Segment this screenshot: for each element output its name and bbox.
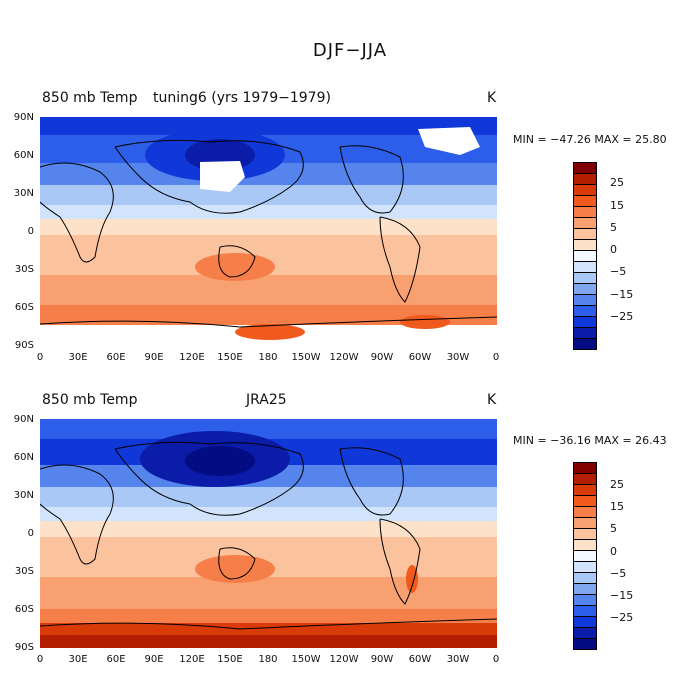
colorbar-label: −5	[610, 265, 627, 278]
lon-label: 0	[492, 654, 500, 665]
colorbar-label: 15	[610, 500, 624, 513]
lat-label: 60N	[13, 150, 34, 161]
min-max-label: MIN = −47.26 MAX = 25.80	[513, 133, 667, 146]
lon-label: 150W	[291, 352, 321, 363]
colorbar	[573, 462, 597, 650]
colorbar-label: 5	[610, 221, 617, 234]
lat-label: 30N	[13, 490, 34, 501]
lat-label: 0	[27, 226, 34, 237]
lon-label: 120E	[179, 654, 205, 665]
lon-label: 30E	[68, 352, 88, 363]
lon-label: 90W	[370, 352, 394, 363]
temperature-map	[40, 117, 497, 346]
colorbar-swatch	[573, 638, 597, 650]
lon-label: 90W	[370, 654, 394, 665]
colorbar-label: −5	[610, 567, 627, 580]
lon-label: 60W	[408, 352, 432, 363]
colorbar-label: −25	[610, 611, 634, 624]
colorbar-label: 5	[610, 522, 617, 535]
lat-label: 90N	[13, 414, 34, 425]
lon-label: 30E	[68, 654, 88, 665]
colorbar-label: −25	[610, 310, 634, 323]
lon-label: 30W	[446, 654, 470, 665]
lon-label: 180	[258, 654, 278, 665]
colorbar-swatch	[573, 338, 597, 350]
lon-label: 90E	[144, 352, 164, 363]
lon-label: 0	[36, 654, 44, 665]
reanalysis-panel: 850 mb Temp JRA25 K MIN = −36.16 MAX = 2…	[0, 392, 700, 692]
model-panel: 850 mb Temp tuning6 (yrs 1979−1979) K MI…	[0, 90, 700, 390]
colorbar-label: 25	[610, 176, 624, 189]
lon-label: 120W	[329, 654, 359, 665]
lat-label: 30N	[13, 188, 34, 199]
lat-label: 60S	[14, 604, 34, 615]
lat-label: 30S	[14, 566, 34, 577]
panel-variable-title: 850 mb Temp	[42, 90, 138, 106]
panel-case-title: JRA25	[246, 392, 287, 408]
min-max-label: MIN = −36.16 MAX = 26.43	[513, 434, 667, 447]
colorbar-label: −15	[610, 589, 634, 602]
lon-label: 120W	[329, 352, 359, 363]
lon-label: 120E	[179, 352, 205, 363]
lat-label: 60S	[14, 302, 34, 313]
lon-label: 60E	[106, 352, 126, 363]
figure-title: DJF−JJA	[312, 40, 388, 61]
lon-label: 60W	[408, 654, 432, 665]
lat-label: 90S	[14, 642, 34, 653]
lat-label: 90N	[13, 112, 34, 123]
colorbar-label: 0	[610, 243, 617, 256]
panel-case-title: tuning6 (yrs 1979−1979)	[153, 90, 331, 106]
lon-label: 60E	[106, 654, 126, 665]
lon-label: 150E	[217, 352, 243, 363]
lon-label: 150W	[291, 654, 321, 665]
colorbar-label: 15	[610, 199, 624, 212]
colorbar-label: 0	[610, 545, 617, 558]
panel-variable-title: 850 mb Temp	[42, 392, 138, 408]
lat-label: 90S	[14, 340, 34, 351]
lat-label: 30S	[14, 264, 34, 275]
panel-units: K	[487, 392, 497, 408]
lon-label: 0	[36, 352, 44, 363]
colorbar-label: 25	[610, 478, 624, 491]
temperature-map	[40, 419, 497, 648]
colorbar-label: −15	[610, 288, 634, 301]
colorbar	[573, 162, 597, 350]
lon-label: 0	[492, 352, 500, 363]
lon-label: 90E	[144, 654, 164, 665]
lon-label: 150E	[217, 654, 243, 665]
lat-label: 60N	[13, 452, 34, 463]
lat-label: 0	[27, 528, 34, 539]
lon-label: 180	[258, 352, 278, 363]
panel-units: K	[487, 90, 497, 106]
lon-label: 30W	[446, 352, 470, 363]
